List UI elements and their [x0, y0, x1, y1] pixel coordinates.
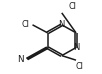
Text: N: N: [59, 20, 65, 29]
Text: Cl: Cl: [22, 20, 29, 29]
Text: Cl: Cl: [68, 2, 76, 11]
Text: N: N: [17, 55, 24, 64]
Text: Cl: Cl: [75, 62, 83, 71]
Text: N: N: [73, 43, 79, 52]
